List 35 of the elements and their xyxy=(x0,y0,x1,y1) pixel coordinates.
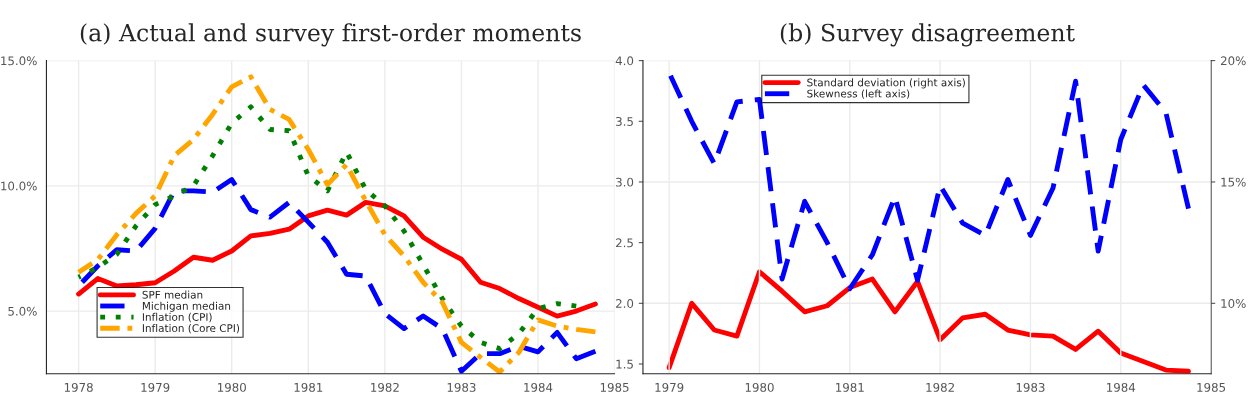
legend-label: SPF median xyxy=(142,290,203,299)
legend-label: Standard deviation (right axis) xyxy=(807,78,965,89)
x-tick-label: 1982 xyxy=(371,382,399,392)
x-tick-label: 1978 xyxy=(64,382,93,392)
x-tick-label: 1985 xyxy=(1197,382,1226,392)
legend-label: Inflation (CPI) xyxy=(142,312,212,323)
y-tick-label: 2.0 xyxy=(616,299,634,308)
legend-label: Skewness (left axis) xyxy=(807,89,910,99)
x-tick-label: 1980 xyxy=(218,382,246,392)
y2-tick-label: 20% xyxy=(1220,56,1246,66)
legend-label: Michigan median xyxy=(142,301,231,312)
y-tick-label: 3.0 xyxy=(616,177,634,187)
x-tick-label: 1981 xyxy=(294,382,323,392)
x-tick-label: 1984 xyxy=(524,382,553,392)
y-tick-label: 10.0% xyxy=(1,181,37,191)
x-tick-label: 1982 xyxy=(926,382,954,392)
y-tick-label: 4.0 xyxy=(615,56,634,66)
chart-title: (a) Actual and survey first-order moments xyxy=(80,23,581,47)
legend-label: Inflation (Core CPI) xyxy=(142,323,240,334)
y-tick-label: 2.5 xyxy=(616,238,633,248)
chart-title: (b) Survey disagreement xyxy=(780,23,1075,47)
x-tick-label: 1983 xyxy=(1016,382,1045,392)
y-tick-label: 5.0% xyxy=(8,306,37,316)
x-tick-label: 1981 xyxy=(836,382,864,392)
y-tick-label: 1.5 xyxy=(616,359,633,369)
x-tick-label: 1979 xyxy=(655,382,684,392)
y2-tick-label: 15% xyxy=(1221,177,1246,187)
x-tick-label: 1983 xyxy=(447,382,476,392)
y-tick-label: 3.5 xyxy=(616,117,633,126)
y2-tick-label: 10% xyxy=(1221,299,1246,308)
x-tick-label: 1979 xyxy=(141,382,170,392)
x-tick-label: 1984 xyxy=(1107,382,1136,392)
y-tick-label: 15.0% xyxy=(1,56,37,66)
x-tick-label: 1985 xyxy=(600,382,629,392)
x-tick-label: 1980 xyxy=(745,382,774,392)
